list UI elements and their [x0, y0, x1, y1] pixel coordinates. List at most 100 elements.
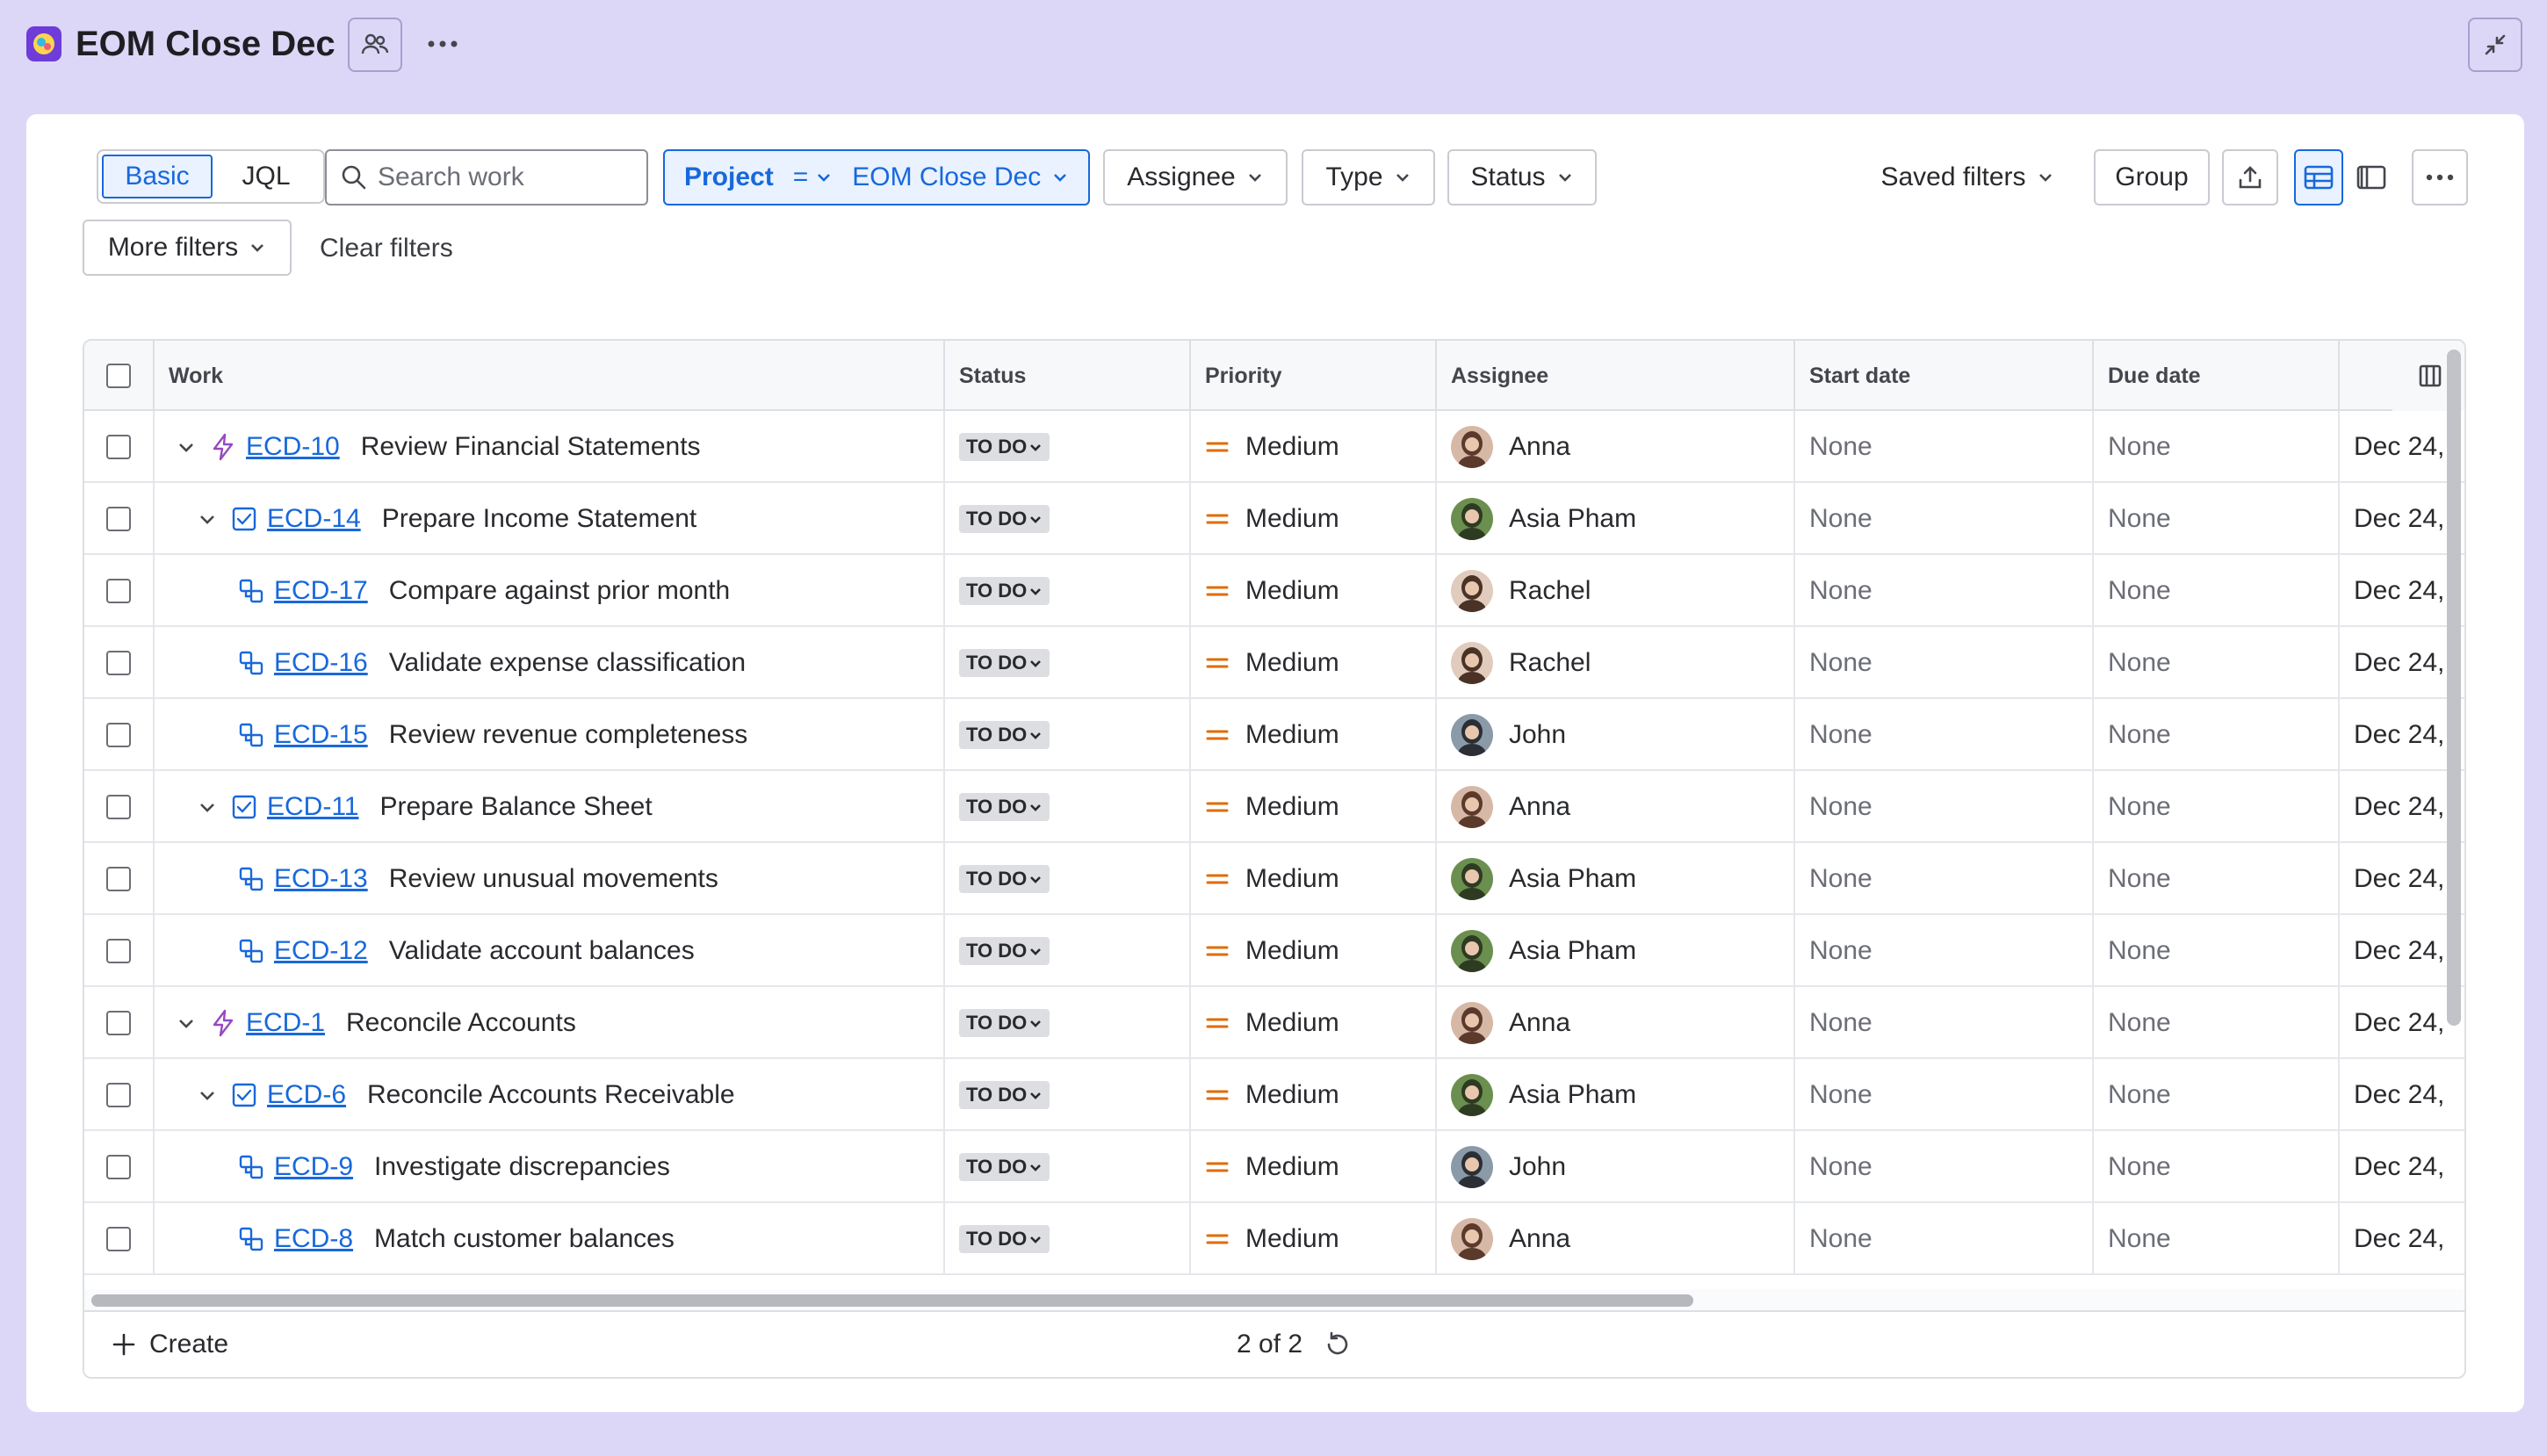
work-item-key[interactable]: ECD-16	[274, 648, 368, 677]
assignee-cell[interactable]: John	[1437, 699, 1795, 771]
priority-value[interactable]: Medium	[1205, 864, 1339, 894]
work-item-summary[interactable]: Match customer balances	[374, 1224, 675, 1253]
export-button[interactable]	[2222, 149, 2278, 205]
status-lozenge[interactable]: TO DO	[959, 793, 1050, 821]
project-filter[interactable]: Project = EOM Close Dec	[663, 149, 1090, 205]
row-checkbox[interactable]	[106, 435, 131, 459]
work-item-summary[interactable]: Prepare Balance Sheet	[379, 792, 653, 821]
priority-value[interactable]: Medium	[1205, 792, 1339, 822]
work-item-summary[interactable]: Compare against prior month	[388, 576, 731, 605]
start-date-cell[interactable]: None	[1795, 483, 2094, 555]
table-row[interactable]: ECD-14 Prepare Income Statement TO DO Mediu…	[84, 483, 2464, 555]
start-date-cell[interactable]: None	[1795, 987, 2094, 1059]
start-date-cell[interactable]: None	[1795, 627, 2094, 699]
due-date-cell[interactable]: None	[2094, 843, 2340, 915]
chevron-down-icon[interactable]	[190, 789, 225, 825]
priority-value[interactable]: Medium	[1205, 1152, 1339, 1182]
more-options-button[interactable]	[2412, 149, 2468, 205]
due-date-cell[interactable]: None	[2094, 555, 2340, 627]
project-operator-select[interactable]: =	[793, 162, 833, 192]
status-lozenge[interactable]: TO DO	[959, 433, 1050, 461]
more-filters-button[interactable]: More filters	[83, 220, 292, 276]
column-header-priority[interactable]: Priority	[1191, 341, 1437, 411]
group-button[interactable]: Group	[2094, 149, 2210, 205]
work-item-key[interactable]: ECD-8	[274, 1224, 354, 1253]
work-item-key[interactable]: ECD-6	[267, 1080, 347, 1109]
start-date-cell[interactable]: None	[1795, 1059, 2094, 1131]
refresh-icon[interactable]	[1324, 1330, 1352, 1359]
table-row[interactable]: ECD-6 Reconcile Accounts Receivable TO DO M…	[84, 1059, 2464, 1131]
due-date-cell[interactable]: None	[2094, 1131, 2340, 1203]
chevron-down-icon[interactable]	[169, 1006, 204, 1041]
row-checkbox[interactable]	[106, 867, 131, 891]
table-row[interactable]: ECD-12 Validate account balances TO DO Medi…	[84, 915, 2464, 987]
priority-value[interactable]: Medium	[1205, 648, 1339, 678]
work-item-key[interactable]: ECD-1	[246, 1008, 326, 1037]
row-checkbox[interactable]	[106, 795, 131, 819]
assignee-cell[interactable]: Anna	[1437, 771, 1795, 843]
assignee-cell[interactable]: Rachel	[1437, 627, 1795, 699]
priority-value[interactable]: Medium	[1205, 1224, 1339, 1254]
status-lozenge[interactable]: TO DO	[959, 721, 1050, 749]
work-item-summary[interactable]: Validate expense classification	[388, 648, 747, 677]
assignee-cell[interactable]: Asia Pham	[1437, 1059, 1795, 1131]
start-date-cell[interactable]: None	[1795, 1203, 2094, 1275]
priority-value[interactable]: Medium	[1205, 720, 1339, 750]
assignee-cell[interactable]: Anna	[1437, 411, 1795, 483]
row-checkbox[interactable]	[106, 723, 131, 747]
vertical-scrollbar[interactable]	[2447, 350, 2461, 1026]
chevron-down-icon[interactable]	[190, 1078, 225, 1113]
priority-value[interactable]: Medium	[1205, 1008, 1339, 1038]
start-date-cell[interactable]: None	[1795, 699, 2094, 771]
work-item-key[interactable]: ECD-13	[274, 864, 368, 893]
work-item-key[interactable]: ECD-11	[267, 792, 359, 821]
row-checkbox[interactable]	[106, 507, 131, 531]
start-date-cell[interactable]: None	[1795, 411, 2094, 483]
assignee-filter-button[interactable]: Assignee	[1103, 149, 1288, 205]
chevron-down-icon[interactable]	[169, 429, 204, 465]
table-row[interactable]: ECD-11 Prepare Balance Sheet TO DO Medium An…	[84, 771, 2464, 843]
row-checkbox[interactable]	[106, 651, 131, 675]
status-lozenge[interactable]: TO DO	[959, 1081, 1050, 1109]
table-row[interactable]: ECD-1 Reconcile Accounts TO DO Medium Anna No…	[84, 987, 2464, 1059]
due-date-cell[interactable]: None	[2094, 987, 2340, 1059]
assignee-cell[interactable]: Asia Pham	[1437, 843, 1795, 915]
table-row[interactable]: ECD-8 Match customer balances TO DO Medium A…	[84, 1203, 2464, 1275]
due-date-cell[interactable]: None	[2094, 411, 2340, 483]
work-item-summary[interactable]: Reconcile Accounts	[346, 1008, 576, 1037]
column-header-status[interactable]: Status	[945, 341, 1191, 411]
table-row[interactable]: ECD-15 Review revenue completeness TO DO Me…	[84, 699, 2464, 771]
work-item-key[interactable]: ECD-14	[267, 504, 361, 533]
due-date-cell[interactable]: None	[2094, 627, 2340, 699]
clear-filters-button[interactable]: Clear filters	[320, 234, 453, 263]
priority-value[interactable]: Medium	[1205, 1080, 1339, 1110]
work-item-key[interactable]: ECD-17	[274, 576, 368, 605]
select-all-checkbox[interactable]	[106, 364, 131, 388]
table-row[interactable]: ECD-9 Investigate discrepancies TO DO Mediu…	[84, 1131, 2464, 1203]
assignee-cell[interactable]: Anna	[1437, 987, 1795, 1059]
priority-value[interactable]: Medium	[1205, 576, 1339, 606]
row-checkbox[interactable]	[106, 1227, 131, 1251]
status-lozenge[interactable]: TO DO	[959, 1009, 1050, 1037]
start-date-cell[interactable]: None	[1795, 555, 2094, 627]
assignee-cell[interactable]: John	[1437, 1131, 1795, 1203]
row-checkbox[interactable]	[106, 1083, 131, 1107]
assignee-cell[interactable]: Asia Pham	[1437, 483, 1795, 555]
more-actions-button[interactable]	[422, 23, 464, 65]
table-row[interactable]: ECD-10 Review Financial Statements TO DO Me…	[84, 411, 2464, 483]
row-checkbox[interactable]	[106, 1155, 131, 1179]
status-lozenge[interactable]: TO DO	[959, 505, 1050, 533]
work-item-summary[interactable]: Review revenue completeness	[388, 720, 748, 749]
status-lozenge[interactable]: TO DO	[959, 937, 1050, 965]
row-checkbox[interactable]	[106, 1011, 131, 1035]
search-input[interactable]	[378, 162, 624, 192]
column-header-start-date[interactable]: Start date	[1795, 341, 2094, 411]
chevron-down-icon[interactable]	[190, 501, 225, 537]
work-item-summary[interactable]: Investigate discrepancies	[374, 1152, 670, 1181]
start-date-cell[interactable]: None	[1795, 1131, 2094, 1203]
start-date-cell[interactable]: None	[1795, 771, 2094, 843]
list-view-button[interactable]	[2294, 149, 2343, 205]
assignee-cell[interactable]: Asia Pham	[1437, 915, 1795, 987]
work-item-summary[interactable]: Reconcile Accounts Receivable	[367, 1080, 735, 1109]
create-button[interactable]: Create	[111, 1330, 228, 1359]
